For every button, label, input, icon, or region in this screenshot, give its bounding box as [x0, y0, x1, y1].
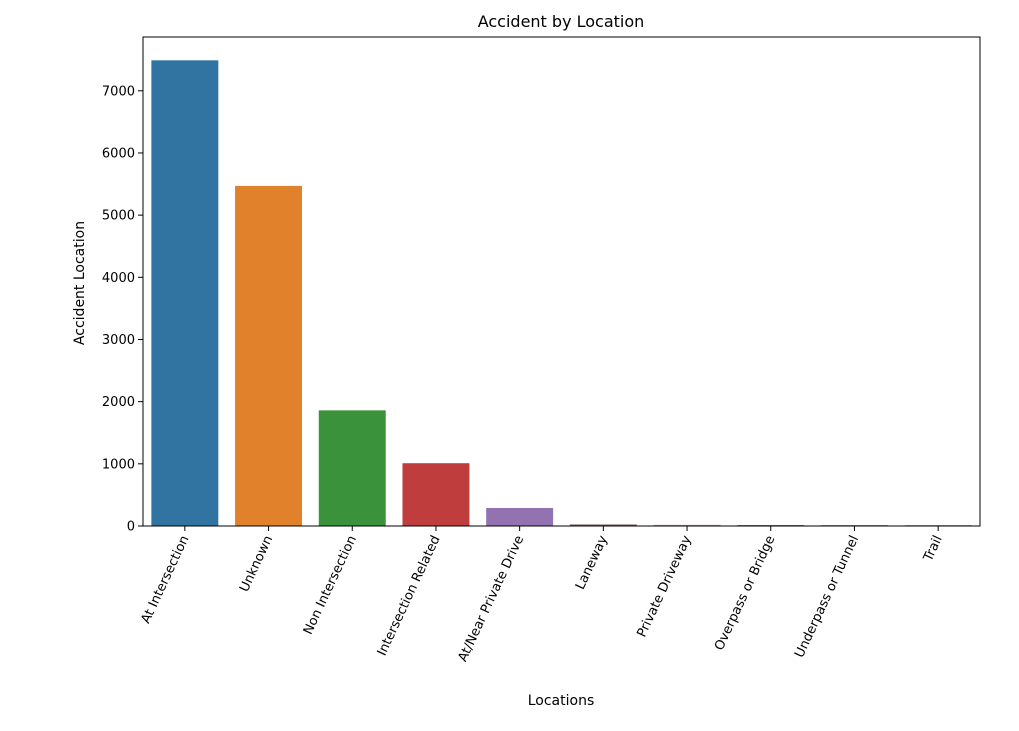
y-tick-label: 6000: [102, 146, 135, 161]
y-tick-label: 7000: [102, 84, 135, 99]
y-tick-label: 0: [127, 520, 135, 535]
x-axis-label: Locations: [528, 693, 595, 709]
x-tick-label: Unknown: [237, 533, 276, 594]
y-axis: 0 1000 2000 3000 4000 5000 6000 7000: [102, 84, 143, 535]
y-tick-label: 4000: [102, 271, 135, 286]
y-tick-label: 2000: [102, 395, 135, 410]
bars-layer: [151, 60, 972, 526]
x-tick-label: Underpass or Tunnel: [792, 533, 862, 660]
y-tick-label: 1000: [102, 457, 135, 472]
x-tick-label: Overpass or Bridge: [712, 533, 778, 653]
bar-private-driveway: [653, 524, 721, 526]
bar-unknown: [235, 185, 303, 526]
y-axis-label: Accident Location: [72, 221, 88, 345]
bar-at-near-private-drive: [486, 507, 554, 526]
y-tick-label: 3000: [102, 333, 135, 348]
x-tick-label: Trail: [921, 533, 946, 564]
x-tick-label: Private Driveway: [634, 533, 694, 640]
x-tick-label: At Intersection: [139, 533, 193, 626]
bar-laneway: [569, 524, 637, 526]
y-tick-label: 5000: [102, 209, 135, 224]
x-tick-label: Non Intersection: [301, 533, 360, 637]
bar-at-intersection: [151, 60, 219, 526]
plot-frame: [142, 36, 981, 527]
bar-intersection-related: [402, 463, 470, 526]
x-axis: At Intersection Unknown Non Intersection In…: [139, 526, 946, 664]
x-tick-label: Intersection Related: [375, 533, 444, 658]
x-tick-label: At/Near Private Drive: [456, 533, 528, 664]
bar-non-intersection: [318, 410, 386, 526]
chart-title: Accident by Location: [478, 12, 645, 31]
x-tick-label: Laneway: [573, 533, 611, 592]
